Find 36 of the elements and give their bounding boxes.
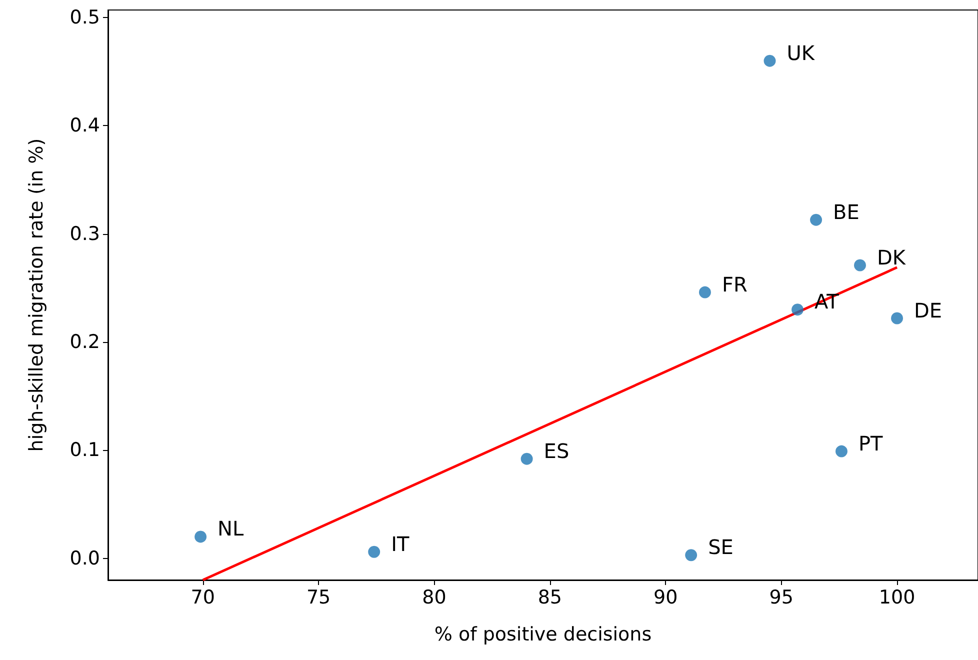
annotation: PT (858, 431, 884, 456)
x-tick-label: 70 (190, 586, 215, 608)
annotation: BE (833, 200, 860, 224)
point (194, 530, 207, 543)
annotation: NL (218, 516, 245, 541)
y-tick-label: 0.2 (70, 331, 100, 354)
point (685, 549, 698, 562)
point (835, 445, 848, 458)
point (854, 259, 866, 272)
point (792, 304, 804, 316)
point (520, 452, 533, 465)
point (764, 54, 776, 67)
point (698, 286, 711, 298)
y-tick-label: 0.5 (70, 6, 100, 29)
y-tick-label: 0.0 (70, 547, 100, 570)
annotation: DK (876, 245, 906, 270)
annotation: SE (708, 535, 734, 560)
x-tick-label: 80 (422, 586, 446, 608)
point (810, 214, 822, 226)
x-tick-label: 85 (538, 586, 562, 608)
x-axis-title: % of positive decisions (434, 624, 652, 646)
annotation: DE (914, 298, 942, 322)
y-tick-label: 0.4 (70, 114, 100, 137)
y-tick-label: 0.1 (70, 439, 100, 462)
x-tick-label: 90 (654, 586, 678, 608)
x-tick-label: 75 (306, 586, 331, 608)
annotation: FR (722, 272, 748, 296)
y-tick-label: 0.3 (70, 222, 100, 245)
x-tick-label: 95 (769, 586, 794, 608)
point (368, 546, 380, 558)
annotation: IT (391, 532, 410, 556)
annotation: ES (544, 438, 570, 463)
annotation: UK (786, 40, 816, 65)
x-tick-label: 100 (878, 586, 916, 608)
point (891, 312, 904, 324)
y-axis-title: high-skilled migration rate (in %) (26, 138, 48, 452)
